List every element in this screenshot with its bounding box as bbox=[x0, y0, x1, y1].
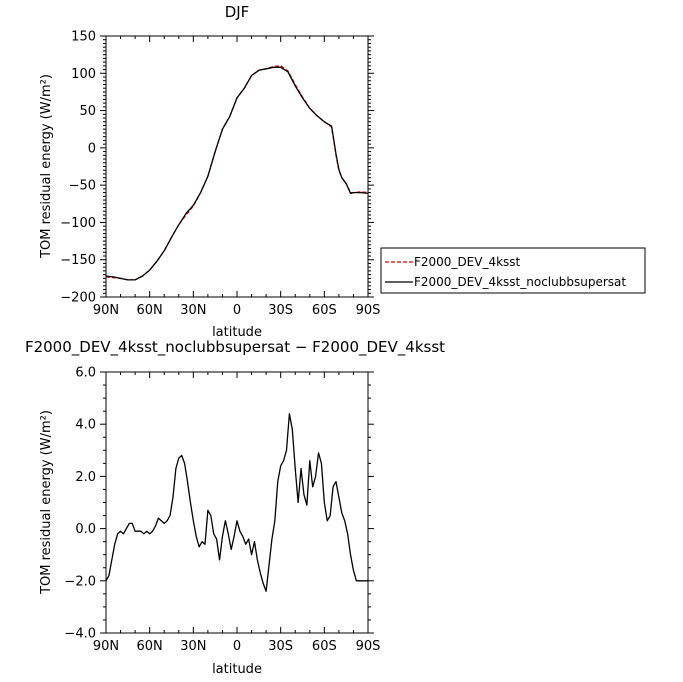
top-x-tick-label: 30N bbox=[180, 303, 206, 318]
bottom-y-tick-label: −2.0 bbox=[64, 574, 96, 589]
bottom-y-tick-label: 6.0 bbox=[75, 366, 96, 381]
top-y-tick-label: −50 bbox=[69, 179, 96, 194]
bottom-chart-title: F2000_DEV_4ksst_noclubbsupersat − F2000_… bbox=[25, 338, 445, 357]
top-y-tick-label: 150 bbox=[71, 30, 96, 45]
top-chart-title: DJF bbox=[225, 3, 250, 21]
top-y-tick-label: 0 bbox=[88, 141, 96, 156]
legend: F2000_DEV_4ksst F2000_DEV_4ksst_noclubbs… bbox=[380, 247, 646, 294]
bottom-series-line-1 bbox=[105, 413, 368, 592]
top-series-line-2 bbox=[105, 66, 369, 281]
bottom-x-tick-label: 30S bbox=[268, 639, 293, 654]
bottom-chart-xlabel: latitude bbox=[212, 662, 262, 677]
legend-label-series-1: F2000_DEV_4ksst bbox=[414, 255, 521, 269]
bottom-x-tick-label: 90S bbox=[356, 639, 381, 654]
legend-label-series-2: F2000_DEV_4ksst_noclubbsupersat bbox=[414, 275, 626, 289]
top-x-tick-label: 0 bbox=[233, 303, 241, 318]
top-y-tick-label: −150 bbox=[60, 253, 96, 268]
top-x-tick-label: 30S bbox=[268, 303, 293, 318]
bottom-x-tick-label: 30N bbox=[180, 639, 206, 654]
bottom-y-tick-label: 4.0 bbox=[75, 418, 96, 433]
top-chart-plot-frame bbox=[105, 35, 369, 298]
bottom-chart-plot-frame bbox=[105, 371, 369, 634]
bottom-chart: F2000_DEV_4ksst_noclubbsupersat − F2000_… bbox=[25, 338, 445, 677]
bottom-x-tick-label: 60S bbox=[312, 639, 337, 654]
top-y-tick-label: −100 bbox=[60, 216, 96, 231]
top-x-tick-label: 60N bbox=[137, 303, 163, 318]
legend-box bbox=[380, 247, 646, 294]
bottom-y-tick-label: 0.0 bbox=[75, 522, 96, 537]
top-x-tick-label: 90N bbox=[93, 303, 119, 318]
bottom-x-tick-label: 90N bbox=[93, 639, 119, 654]
bottom-x-tick-label: 0 bbox=[233, 639, 241, 654]
bottom-y-tick-label: 2.0 bbox=[75, 470, 96, 485]
top-y-tick-label: −200 bbox=[60, 291, 96, 306]
top-chart-ylabel: TOM residual energy (W/m²) bbox=[39, 74, 54, 259]
bottom-y-tick-label: −4.0 bbox=[64, 627, 96, 642]
top-y-tick-label: 100 bbox=[71, 67, 96, 82]
top-x-tick-label: 60S bbox=[312, 303, 337, 318]
bottom-x-tick-label: 60N bbox=[137, 639, 163, 654]
bottom-chart-ylabel: TOM residual energy (W/m²) bbox=[39, 410, 54, 595]
top-chart-xlabel: latitude bbox=[212, 325, 262, 340]
top-y-tick-label: 50 bbox=[79, 104, 96, 119]
top-chart: DJF TOM residual energy (W/m²) latitude … bbox=[39, 3, 380, 340]
top-x-tick-label: 90S bbox=[356, 303, 381, 318]
